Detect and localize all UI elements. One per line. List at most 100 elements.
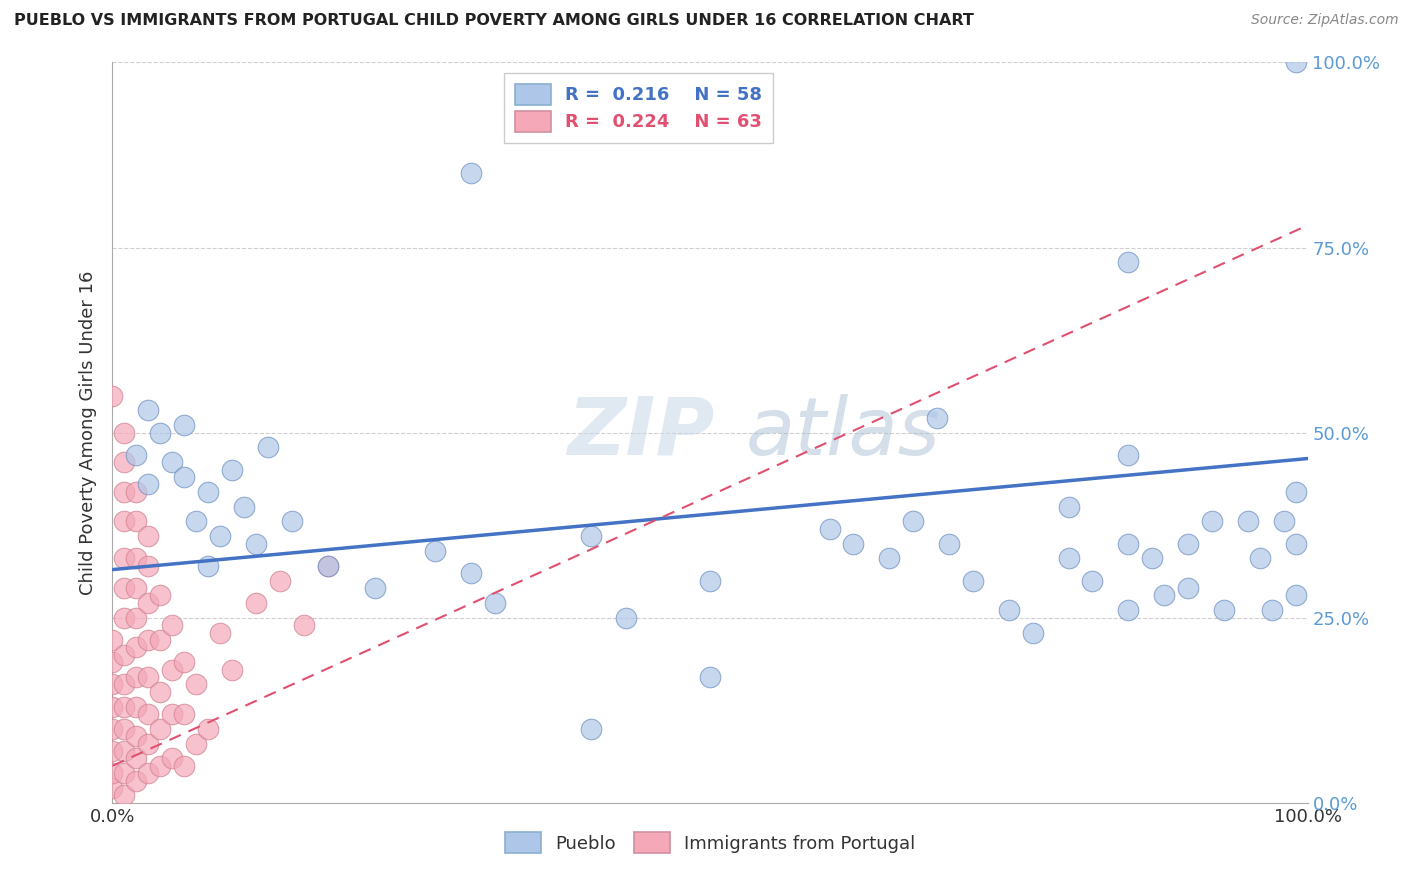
Point [1285,589,1308,603]
Point [114,766,135,780]
Point [125,773,148,788]
Point [1118,448,1140,462]
Point [138,737,160,751]
Point [197,484,219,499]
Point [101,744,124,758]
Point [114,648,135,662]
Point [1272,515,1295,529]
Point [125,448,148,462]
Point [114,484,135,499]
Point [149,685,172,699]
Point [138,529,160,543]
Point [173,655,195,669]
Point [138,632,160,647]
Point [1118,536,1140,550]
Point [1057,551,1080,566]
Y-axis label: Child Poverty Among Girls Under 16: Child Poverty Among Girls Under 16 [79,270,97,595]
Point [173,418,195,433]
Point [101,388,124,402]
Point [101,677,124,691]
Point [1057,500,1080,514]
Point [162,455,183,469]
Point [173,758,195,772]
Point [316,558,339,573]
Point [125,484,148,499]
Point [616,610,638,624]
Point [101,655,124,669]
Point [114,551,135,566]
Point [173,470,195,484]
Point [579,722,602,736]
Point [1285,55,1308,70]
Point [281,515,304,529]
Point [101,722,124,736]
Point [149,425,172,440]
Point [162,751,183,765]
Text: atlas: atlas [747,393,941,472]
Point [209,625,232,640]
Point [114,677,135,691]
Point [125,751,148,765]
Point [221,462,243,476]
Point [114,515,135,529]
Point [114,610,135,624]
Point [818,522,841,536]
Text: Source: ZipAtlas.com: Source: ZipAtlas.com [1251,13,1399,28]
Point [903,515,925,529]
Point [125,729,148,743]
Point [425,544,447,558]
Point [842,536,865,550]
Point [162,706,183,721]
Legend: Pueblo, Immigrants from Portugal: Pueblo, Immigrants from Portugal [498,825,922,861]
Point [149,589,172,603]
Point [938,536,960,550]
Point [269,574,291,588]
Point [162,618,183,632]
Point [186,737,208,751]
Point [125,610,148,624]
Point [1213,603,1236,617]
Point [1249,551,1271,566]
Point [138,403,160,417]
Point [1118,255,1140,269]
Point [209,529,232,543]
Point [114,455,135,469]
Point [138,558,160,573]
Point [197,558,219,573]
Point [1142,551,1164,566]
Point [101,632,124,647]
Point [186,677,208,691]
Point [316,558,339,573]
Text: PUEBLO VS IMMIGRANTS FROM PORTUGAL CHILD POVERTY AMONG GIRLS UNDER 16 CORRELATIO: PUEBLO VS IMMIGRANTS FROM PORTUGAL CHILD… [14,13,974,29]
Point [197,722,219,736]
Point [292,618,315,632]
Point [114,722,135,736]
Point [245,596,267,610]
Point [364,581,387,595]
Point [1285,536,1308,550]
Point [927,410,949,425]
Point [101,699,124,714]
Point [138,670,160,684]
Point [879,551,901,566]
Point [114,699,135,714]
Point [138,477,160,491]
Point [257,441,280,455]
Point [460,566,482,581]
Point [138,706,160,721]
Point [101,780,124,795]
Point [162,663,183,677]
Point [245,536,267,550]
Point [114,581,135,595]
Point [149,632,172,647]
Point [1261,603,1284,617]
Point [1118,603,1140,617]
Point [699,670,721,684]
Point [173,706,195,721]
Point [579,529,602,543]
Point [233,500,256,514]
Point [460,166,482,180]
Point [149,758,172,772]
Point [138,596,160,610]
Point [114,744,135,758]
